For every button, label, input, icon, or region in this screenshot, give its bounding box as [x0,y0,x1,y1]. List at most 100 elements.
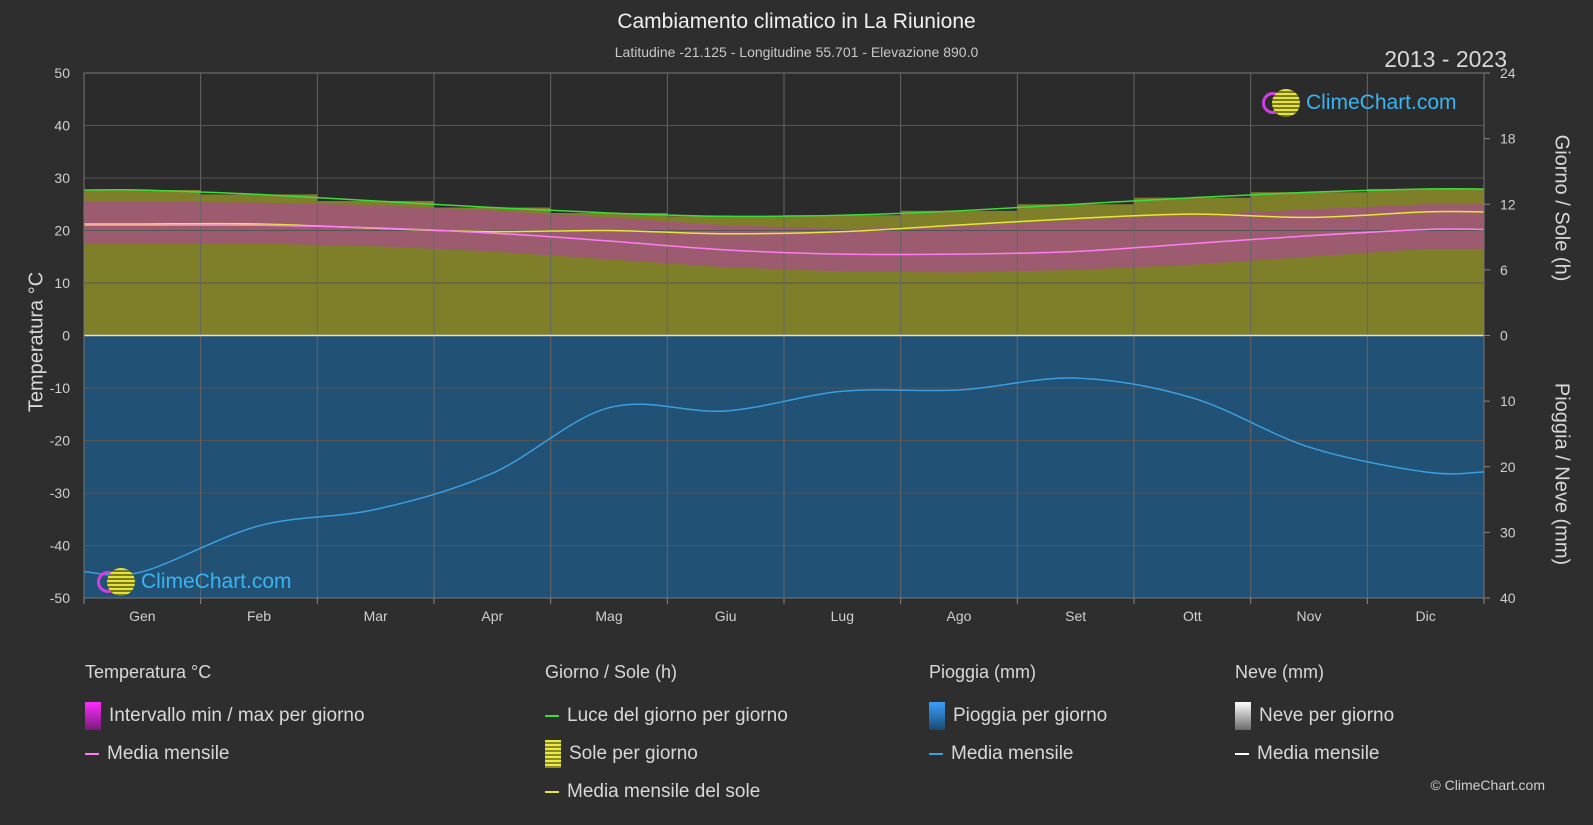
legend-label: Media mensile del sole [567,781,761,802]
legend-item-temp-range: Intervallo min / max per giorno [85,697,365,735]
y-left-tick-label: 50 [54,65,70,81]
y-left-tick-label: -30 [50,485,70,501]
legend-heading: Neve (mm) [1235,662,1324,682]
rain-band-month [1134,335,1251,598]
sun-band-month [667,216,784,336]
y-right-top-tick-label: 0 [1500,328,1508,344]
legend-item-snow-mean: Media mensile [1235,735,1394,773]
y-left-tick-label: -50 [50,590,70,606]
temp-mean-swatch [85,753,99,755]
sun-mean-line [84,210,1485,235]
x-tick-label: Gen [129,608,155,624]
legend-item-rain-mean: Media mensile [929,735,1107,773]
rain-swatch [929,702,945,730]
sun-band-month [1134,197,1251,336]
rain-band-month [84,335,201,598]
x-tick-label: Mar [364,608,388,624]
legend-snow: Neve (mm) Neve per giorno Media mensile [1235,662,1394,773]
plot-border [83,72,1485,599]
y-left-tick-label: 30 [54,170,70,186]
legend-sun: Giorno / Sole (h) Luce del giorno per gi… [545,662,788,811]
legend-temperature: Temperatura °C Intervallo min / max per … [85,662,365,773]
y-left-tick-label: 20 [54,223,70,239]
legend-label: Media mensile [1257,743,1380,764]
sun-band-month [550,213,668,336]
sun-band-month [784,215,901,336]
x-tick-label: Giu [715,608,737,624]
y-right-bottom-tick-label: 10 [1500,393,1516,409]
logo-top[interactable]: ClimeChart.com [1262,89,1457,117]
temp-range-swatch [85,702,101,730]
y-right-top-tick-label: 12 [1500,196,1516,212]
rain-band-month [550,335,668,598]
legend-item-temp-mean: Media mensile [85,735,365,773]
copyright: © ClimeChart.com [1430,777,1545,793]
legend-item-sun: Sole per giorno [545,735,788,773]
legend-label: Luce del giorno per giorno [567,705,788,726]
rain-band-month [317,335,434,598]
rain-band-month [1367,335,1484,598]
rain-band-month [1250,335,1368,598]
snow-mean-swatch [1235,753,1249,755]
x-tick-label: Nov [1297,608,1322,624]
legend-label: Neve per giorno [1259,705,1395,726]
logo-brand-text: ClimeChart.com [141,570,292,593]
y-left-tick-label: 40 [54,118,70,134]
y-left-tick-label: 0 [62,328,70,344]
sun-band-month [434,207,551,336]
rain-mean-line [83,377,1485,576]
sun-mean-swatch [545,791,559,793]
x-tick-label: Feb [247,608,271,624]
legend-item-sun-mean: Media mensile del sole [545,773,788,811]
legend-label: Intervallo min / max per giorno [109,705,365,726]
logo-sun-icon [1272,89,1300,117]
x-tick-label: Mag [595,608,622,624]
sun-band-month [1017,204,1134,336]
y-right-top-tick-label: 18 [1500,131,1516,147]
y-right-bottom-tick-label: 20 [1500,459,1516,475]
daylight-swatch [545,715,559,717]
legend-heading: Pioggia (mm) [929,662,1037,682]
logo-brand-text: ClimeChart.com [1306,91,1457,114]
x-tick-label: Apr [481,608,503,624]
x-tick-label: Ago [947,608,972,624]
legend-heading: Giorno / Sole (h) [545,662,678,682]
x-tick-label: Lug [831,608,854,624]
legend-label: Sole per giorno [569,743,698,764]
x-tick-label: Set [1065,608,1086,624]
legend-item-daylight: Luce del giorno per giorno [545,697,788,735]
rain-band-month [434,335,551,598]
y-left-tick-label: -10 [50,380,70,396]
legend-rain: Pioggia (mm) Pioggia per giorno Media me… [929,662,1107,773]
rain-band-month [200,335,318,598]
y-right-bottom-tick-label: 40 [1500,590,1516,606]
legend-label: Pioggia per giorno [953,705,1108,726]
y-left-tick-label: -20 [50,433,70,449]
x-tick-label: Dic [1416,608,1436,624]
snow-swatch [1235,702,1251,730]
sun-band-month [200,194,318,336]
legend-item-snow: Neve per giorno [1235,697,1394,735]
rain-band-month [900,335,1018,598]
x-tick-label: Ott [1183,608,1202,624]
y-left-tick-label: 10 [54,275,70,291]
y-right-top-tick-label: 24 [1500,65,1516,81]
logo-sun-icon [107,568,135,596]
rain-band-month [1017,335,1134,598]
climate-chart: 50 40 30 20 10 0 -10 -20 -30 -40 -50 Gen Feb Mar Apr Ma… [50,65,1516,624]
sun-swatch [545,740,561,768]
logo-bottom[interactable]: ClimeChart.com [97,568,292,596]
chart-subtitle: Latitudine -21.125 - Longitudine 55.701 … [614,44,979,60]
legend-heading: Temperatura °C [85,662,212,682]
temp-mean-line [83,224,1485,256]
y-right-bottom-tick-label: 30 [1500,524,1516,540]
legend-label: Media mensile [951,743,1074,764]
legend-label: Media mensile [107,743,230,764]
daylight-line [83,187,1485,218]
y-right-top-tick-label: 6 [1500,262,1508,278]
rain-band-month [667,335,784,598]
chart-title: Cambiamento climatico in La Riunione [617,10,976,33]
sun-band-month [900,210,1018,336]
legend-item-rain: Pioggia per giorno [929,697,1107,735]
y-left-tick-label: -40 [50,538,70,554]
